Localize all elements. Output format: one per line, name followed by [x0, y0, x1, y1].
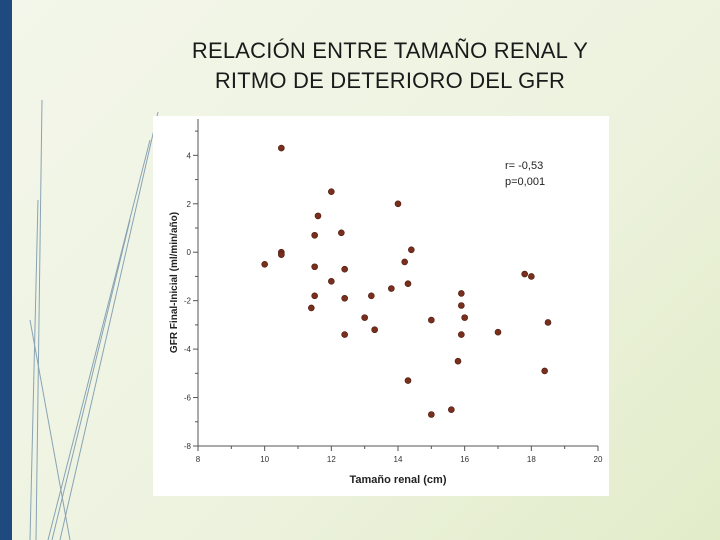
data-point: [404, 280, 412, 288]
data-point: [278, 251, 285, 258]
x-tick-label: 20: [594, 455, 603, 464]
x-tick-label: 8: [196, 455, 201, 464]
data-point: [408, 246, 415, 254]
data-point: [341, 265, 348, 273]
data-point: [528, 273, 535, 280]
stat-annotation: p=0,001: [505, 176, 545, 188]
data-point: [338, 229, 345, 237]
data-point: [458, 331, 465, 338]
data-point: [428, 316, 435, 324]
data-point: [454, 357, 462, 365]
data-point: [328, 188, 335, 195]
data-point: [311, 263, 318, 271]
data-point: [458, 302, 465, 309]
x-tick-label: 16: [460, 455, 469, 464]
y-tick-label: -4: [184, 345, 192, 354]
stat-annotation: r= -0,53: [505, 160, 543, 172]
data-point: [361, 314, 368, 321]
slide-title: RELACIÓN ENTRE TAMAÑO RENAL Y RITMO DE D…: [150, 36, 630, 96]
y-tick-label: 0: [187, 248, 192, 257]
y-tick-label: 2: [187, 200, 192, 209]
data-point: [401, 258, 408, 266]
scatter-chart: -8 -6 -4 -2 0 2 4 8 10 12 14 16 18 20 Tamaño renal (cm…: [153, 116, 609, 496]
data-point: [541, 367, 548, 375]
data-point: [311, 231, 318, 239]
data-point: [308, 304, 315, 312]
data-point: [341, 294, 348, 302]
x-tick-label: 12: [327, 455, 336, 464]
data-point: [458, 290, 465, 297]
data-point: [521, 270, 528, 278]
data-point: [448, 406, 455, 413]
data-point: [341, 331, 348, 338]
y-tick-label: -6: [184, 394, 192, 403]
slide-title-line-2: RITMO DE DETERIORO DEL GFR: [214, 68, 566, 93]
x-tick-label: 10: [260, 455, 269, 464]
data-point: [461, 314, 468, 321]
y-tick-label: -8: [184, 442, 192, 451]
data-point: [404, 377, 412, 384]
data-point: [261, 261, 268, 268]
decorative-lines: [29, 99, 159, 540]
data-point: [388, 285, 395, 292]
x-axis-label: Tamaño renal (cm): [350, 474, 447, 486]
data-point: [394, 200, 402, 208]
data-point: [278, 144, 285, 152]
x-tick-label: 14: [394, 455, 403, 464]
data-point: [328, 277, 335, 285]
x-tick-label: 18: [527, 455, 536, 464]
slide-title-line-1: RELACIÓN ENTRE TAMAÑO RENAL Y: [191, 38, 589, 63]
y-tick-label: -2: [184, 297, 192, 306]
slide-accent-bar: [0, 0, 12, 540]
data-point: [314, 212, 322, 220]
y-tick-label: 4: [187, 151, 192, 160]
data-point: [494, 328, 502, 336]
y-axis-label: GFR Final-Inicial (ml/min/año): [169, 212, 180, 353]
chart-canvas: -8 -6 -4 -2 0 2 4 8 10 12 14 16 18 20 Tamaño renal (cm…: [169, 119, 603, 486]
data-point: [428, 411, 435, 418]
data-point: [311, 292, 318, 300]
data-point: [544, 319, 552, 326]
data-point: [371, 326, 378, 334]
data-point: [368, 292, 375, 300]
